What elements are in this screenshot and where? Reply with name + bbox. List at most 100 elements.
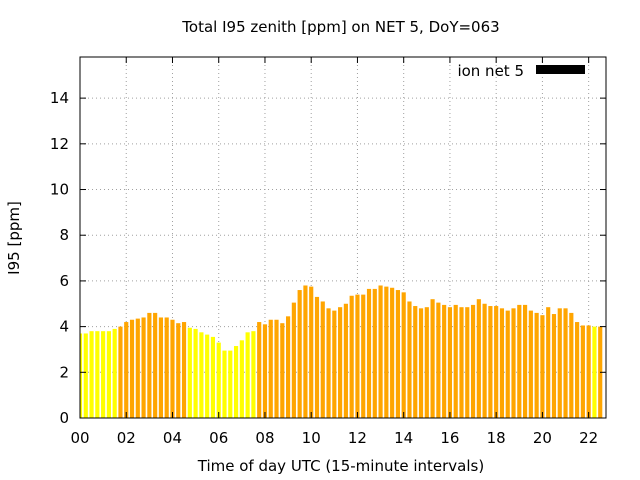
bar bbox=[262, 324, 268, 418]
bar bbox=[106, 331, 111, 418]
bar bbox=[482, 303, 487, 418]
bar bbox=[239, 340, 244, 418]
bar bbox=[112, 328, 117, 418]
bar bbox=[89, 331, 94, 418]
bar bbox=[418, 308, 424, 418]
bar bbox=[546, 307, 551, 418]
bar bbox=[135, 318, 140, 418]
bar bbox=[303, 285, 308, 418]
bar bbox=[205, 334, 210, 418]
bar bbox=[540, 315, 545, 418]
bar bbox=[569, 312, 574, 418]
bar bbox=[424, 307, 429, 418]
bar bbox=[338, 307, 343, 418]
bar bbox=[332, 310, 337, 418]
bar bbox=[499, 308, 505, 418]
bar bbox=[575, 322, 580, 418]
chart-title: Total I95 zenith [ppm] on NET 5, DoY=063 bbox=[181, 18, 499, 36]
bar bbox=[95, 331, 100, 418]
bar bbox=[390, 287, 395, 418]
bar bbox=[286, 316, 291, 418]
bar bbox=[309, 286, 314, 418]
bar bbox=[511, 308, 516, 418]
bar bbox=[216, 342, 221, 418]
bar bbox=[257, 322, 262, 418]
bar bbox=[592, 326, 597, 418]
bar bbox=[384, 286, 389, 418]
y-tick-label: 6 bbox=[59, 272, 69, 290]
x-tick-label: 22 bbox=[579, 429, 598, 447]
bar bbox=[129, 319, 135, 418]
legend-label: ion net 5 bbox=[457, 62, 524, 80]
bar bbox=[453, 304, 458, 418]
x-tick-label: 08 bbox=[255, 429, 274, 447]
bar bbox=[158, 317, 163, 418]
ticks-layer bbox=[79, 57, 606, 419]
bar bbox=[297, 290, 302, 418]
bar bbox=[459, 307, 464, 418]
bar bbox=[407, 301, 412, 418]
legend-swatch bbox=[536, 65, 585, 74]
bar bbox=[228, 350, 233, 418]
y-tick-label: 0 bbox=[59, 409, 69, 427]
y-tick-label: 8 bbox=[59, 226, 69, 244]
bar bbox=[83, 333, 88, 418]
bar bbox=[378, 285, 383, 418]
x-axis-label: Time of day UTC (15-minute intervals) bbox=[197, 457, 484, 475]
bar bbox=[430, 299, 435, 418]
bar bbox=[101, 331, 106, 418]
bar bbox=[488, 306, 493, 418]
bar bbox=[245, 332, 250, 418]
bar bbox=[251, 331, 256, 418]
x-tick-label: 16 bbox=[440, 429, 459, 447]
y-axis-label: I95 [ppm] bbox=[5, 201, 23, 275]
bar bbox=[557, 308, 562, 418]
bar bbox=[505, 310, 510, 418]
bar bbox=[280, 323, 285, 418]
bar bbox=[361, 294, 366, 418]
y-tick-label: 4 bbox=[59, 318, 69, 336]
bar bbox=[170, 319, 175, 418]
bar bbox=[147, 312, 152, 418]
x-tick-label: 14 bbox=[394, 429, 413, 447]
bar bbox=[523, 304, 528, 418]
bar bbox=[470, 304, 476, 418]
bar bbox=[436, 302, 441, 418]
bar bbox=[580, 325, 585, 418]
bar bbox=[517, 304, 522, 418]
bar bbox=[551, 314, 557, 418]
y-tick-label: 2 bbox=[59, 363, 69, 381]
bar bbox=[141, 317, 146, 418]
bar bbox=[395, 290, 400, 418]
bar bbox=[465, 307, 470, 418]
bar bbox=[372, 288, 377, 418]
bar bbox=[314, 296, 320, 418]
bar bbox=[291, 302, 296, 418]
bar bbox=[442, 304, 447, 418]
x-tick-label: 04 bbox=[163, 429, 182, 447]
x-tick-label: 00 bbox=[70, 429, 89, 447]
bar bbox=[563, 308, 568, 418]
x-tick-label: 10 bbox=[302, 429, 321, 447]
bar bbox=[447, 307, 453, 418]
x-tick-label: 12 bbox=[348, 429, 367, 447]
bar bbox=[528, 310, 533, 418]
bar bbox=[586, 325, 591, 418]
y-tick-label: 12 bbox=[50, 135, 69, 153]
bar bbox=[534, 312, 539, 418]
bar bbox=[343, 303, 348, 418]
bar bbox=[80, 333, 83, 418]
y-tick-label: 14 bbox=[50, 89, 69, 107]
bar bbox=[118, 326, 123, 418]
legend: ion net 5 bbox=[457, 62, 585, 80]
bar bbox=[401, 292, 406, 418]
bar bbox=[222, 350, 227, 418]
bar bbox=[326, 308, 331, 418]
bar bbox=[366, 288, 372, 418]
bar bbox=[187, 327, 192, 418]
x-tick-label: 02 bbox=[117, 429, 136, 447]
x-tick-label: 06 bbox=[209, 429, 228, 447]
plot-frame bbox=[79, 56, 607, 419]
